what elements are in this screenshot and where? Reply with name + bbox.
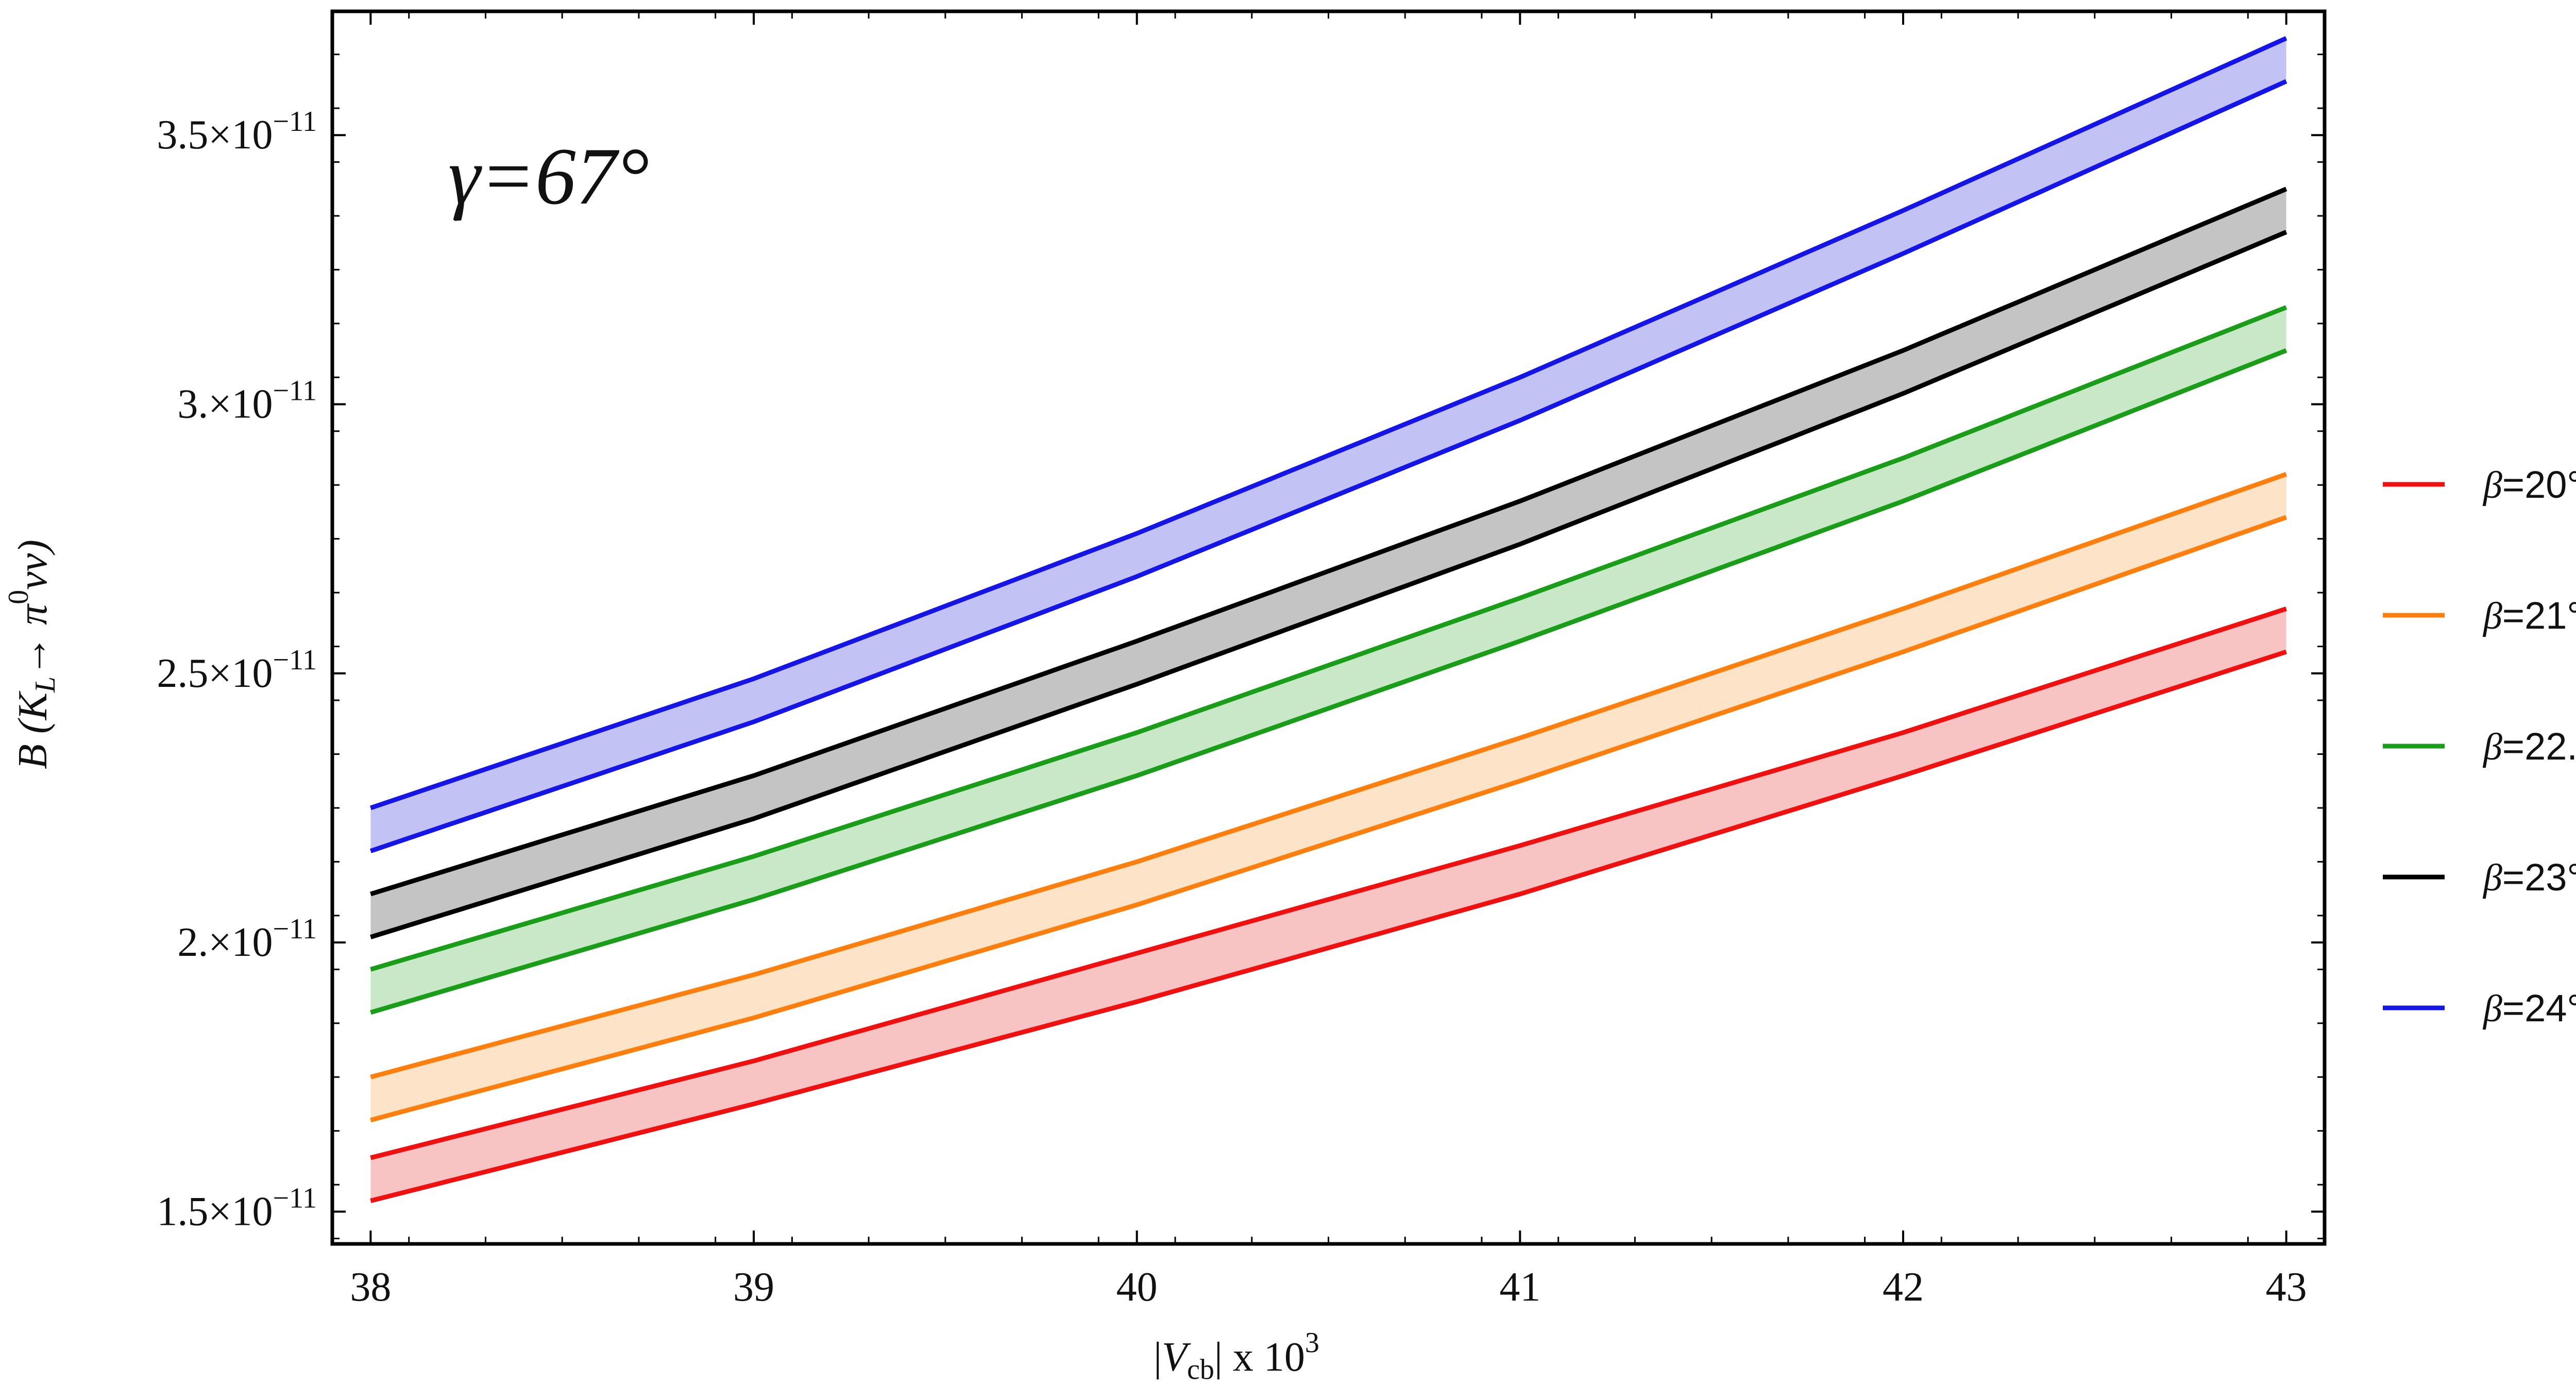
y-tick-label: 2.×10−11 (177, 913, 317, 965)
line-lower-20 (370, 649, 2287, 1203)
x-axis-title-var: V (1162, 1335, 1191, 1380)
x-tick-label: 42 (1883, 1265, 1924, 1310)
legend-label-24: β=24° (2482, 987, 2576, 1030)
y-tick-label: 3.5×10−11 (157, 106, 317, 158)
x-axis-title-sub: cb (1187, 1354, 1214, 1382)
bands-layer (370, 38, 2286, 1201)
legend-label-22-2: β=22.2° (2482, 725, 2576, 768)
x-axis-title-post: | x 10 (1214, 1335, 1305, 1380)
x-axis-title-pre: | (1154, 1335, 1162, 1380)
band-24 (370, 38, 2286, 851)
x-tick-label: 39 (733, 1265, 774, 1310)
legend-label-21: β=21° (2482, 594, 2576, 637)
line-lower-22-2 (370, 348, 2287, 1015)
x-tick-label: 40 (1116, 1265, 1158, 1310)
x-axis-title: |Vcb| x 103 (1154, 1327, 1319, 1382)
y-axis-title-arrow: → π (10, 603, 56, 677)
line-lower-24 (369, 79, 2287, 853)
line-upper-24 (369, 36, 2287, 811)
x-tick-label: 43 (2266, 1265, 2307, 1310)
band-20 (370, 609, 2286, 1201)
band-22-2 (370, 307, 2286, 1013)
y-tick-label: 3.×10−11 (177, 375, 317, 427)
y-axis-title-sup: 0 (3, 590, 35, 604)
line-upper-20 (370, 606, 2287, 1160)
x-axis-title-sup: 3 (1305, 1327, 1319, 1359)
ticks-layer: 38 39 40 41 42 43 1.5×10−11 2.×10−11 2.5×10−11 3.… (157, 11, 2325, 1310)
line-upper-21 (370, 472, 2287, 1080)
line-upper-22-2 (370, 305, 2287, 972)
legend: β=20° β=21° β=22.2° β=23° β=24° (2383, 463, 2576, 1030)
band-21 (370, 474, 2286, 1120)
y-axis-title-pre: B ( (10, 718, 56, 769)
lines-layer (369, 36, 2287, 1203)
x-tick-label: 41 (1499, 1265, 1540, 1310)
y-axis-title-var: K (10, 690, 56, 720)
line-upper-23 (370, 187, 2287, 897)
line-lower-21 (370, 515, 2287, 1123)
x-tick-label: 38 (350, 1265, 391, 1310)
y-tick-label: 2.5×10−11 (157, 644, 317, 696)
y-axis-title-post: νν) (10, 540, 56, 590)
y-axis-title-sub: L (29, 677, 61, 693)
y-tick-label: 1.5×10−11 (157, 1182, 317, 1234)
legend-label-20: β=20° (2482, 463, 2576, 507)
band-23 (370, 189, 2286, 937)
legend-label-23: β=23° (2482, 856, 2576, 899)
gamma-annotation: γ=67° (448, 131, 649, 222)
y-axis-title: B (KL→ π0νν) (3, 540, 61, 769)
line-lower-23 (370, 230, 2287, 939)
